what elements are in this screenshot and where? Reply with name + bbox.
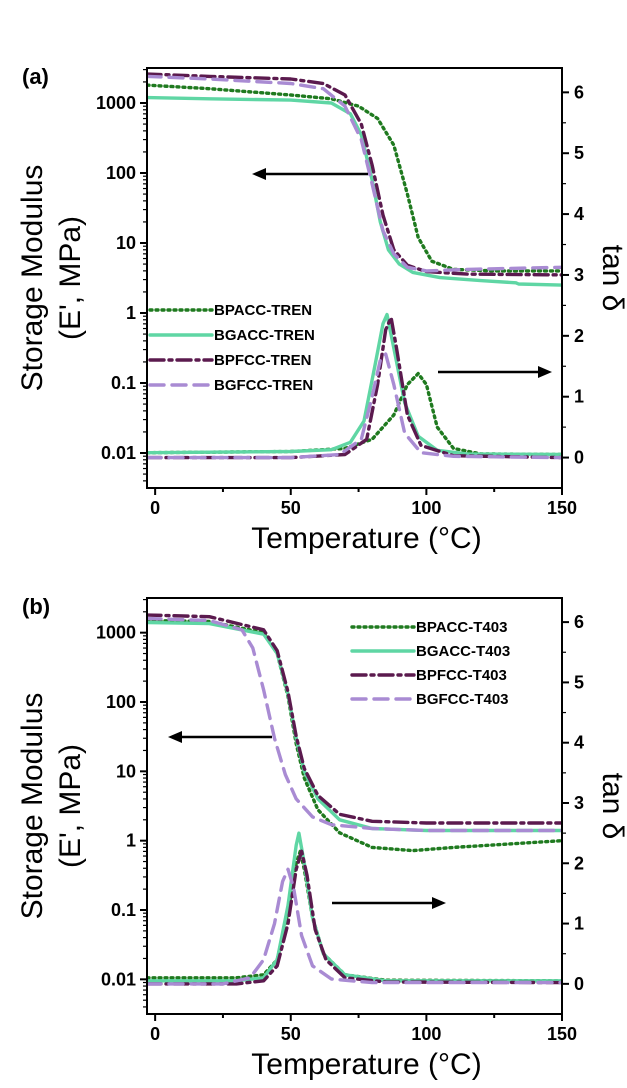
y-left-axis-title-units: (E', MPa)	[54, 216, 87, 340]
legend-label: BGFCC-T403	[416, 691, 509, 708]
y-right-tick-label: 6	[574, 82, 584, 102]
y-left-tick-label: 1000	[96, 623, 136, 643]
arrow-head-1	[538, 366, 552, 378]
legend-label: BPFCC-TREN	[214, 352, 312, 369]
legend-label: BPACC-T403	[416, 619, 507, 636]
y-right-tick-label: 3	[574, 793, 584, 813]
y-right-tick-label: 4	[574, 733, 584, 753]
y-right-tick-label: 4	[574, 204, 584, 224]
legend-label: BGACC-TREN	[214, 327, 315, 344]
x-tick-label: 100	[411, 1024, 441, 1044]
y-left-tick-label: 0.01	[101, 443, 136, 463]
y-right-axis-title: tan δ	[596, 245, 627, 312]
x-axis-title: Temperature (°C)	[251, 522, 481, 555]
y-left-axis-title: Storage Modulus	[16, 693, 49, 920]
arrow-head-0	[168, 731, 182, 743]
legend-label: BPACC-TREN	[214, 302, 312, 319]
chart-panel-0: 0 50 100 150 0.01 0.1 1 10 100 1000 0 1 2 3 4 5 6 BPACC-T…	[16, 64, 627, 555]
y-left-axis-title-units: (E', MPa)	[54, 744, 87, 868]
y-right-tick-label: 2	[574, 853, 584, 873]
y-right-tick-label: 0	[574, 448, 584, 468]
chart-panel-1: 0 50 100 150 0.01 0.1 1 10 100 1000 0 1 2 3 4 5 6 BPACC-T…	[16, 594, 627, 1081]
y-right-tick-label: 3	[574, 265, 584, 285]
series-tan-line-BGFCC-T403	[148, 867, 561, 986]
y-left-tick-label: 100	[106, 692, 136, 712]
x-tick-label: 50	[281, 1024, 301, 1044]
y-right-tick-label: 2	[574, 326, 584, 346]
x-tick-label: 100	[411, 498, 441, 518]
y-right-tick-label: 5	[574, 672, 584, 692]
y-left-tick-label: 10	[116, 233, 136, 253]
y-right-tick-label: 5	[574, 143, 584, 163]
y-left-tick-label: 100	[106, 163, 136, 183]
arrow-head-1	[432, 897, 446, 909]
series-tan-line-BPACC-T403	[148, 849, 561, 983]
series-tan-line-BGACC-T403	[148, 831, 561, 983]
y-right-tick-label: 0	[574, 974, 584, 994]
x-tick-label: 50	[281, 498, 301, 518]
y-left-tick-label: 0.1	[111, 373, 136, 393]
legend-label: BGACC-T403	[416, 643, 510, 660]
plot-frame	[146, 67, 563, 489]
y-left-tick-label: 0.1	[111, 900, 136, 920]
y-left-tick-label: 10	[116, 761, 136, 781]
y-left-axis-title: Storage Modulus	[16, 165, 49, 392]
x-tick-label: 150	[547, 1024, 577, 1044]
y-left-tick-label: 0.01	[101, 969, 136, 989]
x-tick-label: 150	[547, 498, 577, 518]
arrow-head-0	[252, 168, 266, 180]
series-tan-line-BGFCC-TREN	[148, 352, 561, 460]
series-modulus-line-BPACC-T403	[148, 618, 561, 853]
y-left-tick-label: 1	[126, 831, 136, 851]
series-modulus-line-BGFCC-T403	[148, 616, 561, 833]
x-axis-title: Temperature (°C)	[251, 1048, 481, 1081]
x-tick-label: 0	[150, 1024, 160, 1044]
series-tan-line-BPFCC-T403	[148, 849, 561, 986]
series-modulus-line-BGFCC-TREN	[148, 74, 561, 273]
y-left-tick-label: 1000	[96, 93, 136, 113]
legend-label: BPFCC-T403	[416, 667, 507, 684]
y-right-tick-label: 1	[574, 914, 584, 934]
y-left-tick-label: 1	[126, 303, 136, 323]
series-modulus-line-BPFCC-T403	[148, 613, 561, 825]
y-right-tick-label: 6	[574, 612, 584, 632]
legend-label: BGFCC-TREN	[214, 377, 313, 394]
panel-label: (b)	[22, 594, 50, 619]
plot-frame	[146, 597, 563, 1015]
panel-label: (a)	[22, 64, 49, 89]
y-right-tick-label: 1	[574, 387, 584, 407]
x-tick-label: 0	[150, 498, 160, 518]
y-right-axis-title: tan δ	[596, 773, 627, 840]
